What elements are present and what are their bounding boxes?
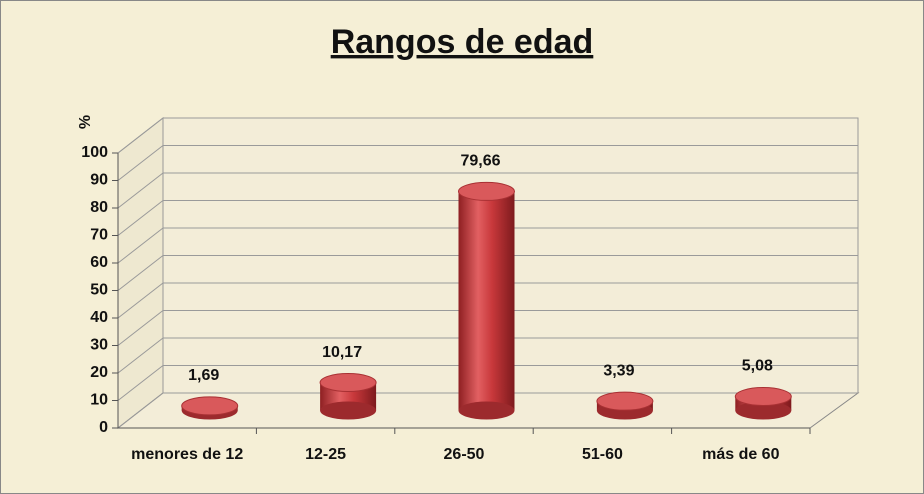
y-tick-label: 100 — [81, 144, 108, 161]
y-tick-label: 70 — [90, 227, 108, 244]
bar-bottom — [735, 401, 792, 420]
grid-line — [117, 310, 858, 346]
bar-top — [458, 181, 515, 201]
grid-line — [117, 145, 858, 181]
grid-line — [117, 172, 858, 209]
y-tick-label: 80 — [90, 199, 108, 216]
x-tick-label: 26-50 — [444, 446, 485, 463]
bar-top — [734, 387, 792, 407]
grid-line — [117, 282, 858, 319]
y-tick-label: 0 — [99, 419, 108, 436]
x-tick-label: 51-60 — [582, 446, 623, 463]
chart-title: Rangos de edad — [331, 23, 594, 61]
bar-top — [596, 391, 654, 411]
bar-top — [319, 373, 377, 393]
grid-line — [117, 227, 858, 264]
y-axis-label: % — [77, 115, 94, 129]
x-tick-label: menores de 12 — [131, 446, 243, 463]
y-tick-label: 90 — [90, 172, 108, 189]
bar — [458, 181, 515, 420]
x-tick-label: 12-25 — [305, 446, 346, 463]
y-tick-label: 30 — [90, 337, 108, 354]
bar — [596, 391, 654, 420]
grid-line — [117, 200, 858, 236]
value-label: 10,17 — [322, 344, 362, 361]
bar — [319, 373, 377, 420]
y-tick-label: 60 — [90, 254, 108, 271]
bar — [181, 396, 239, 420]
value-label: 79,66 — [460, 153, 500, 170]
bar-body — [458, 191, 515, 411]
grid-line — [117, 365, 858, 401]
bar-bottom — [458, 401, 515, 420]
grid-line — [117, 337, 858, 374]
bar — [734, 387, 792, 420]
grid-line — [117, 255, 858, 291]
value-label: 1,69 — [188, 367, 219, 384]
y-tick-label: 10 — [90, 392, 108, 409]
grid-line — [117, 117, 858, 154]
value-label: 3,39 — [603, 362, 634, 379]
y-tick-label: 20 — [90, 364, 108, 381]
bar-top — [181, 396, 239, 416]
x-tick-label: más de 60 — [702, 446, 779, 463]
value-label: 5,08 — [742, 358, 773, 375]
y-tick-label: 50 — [90, 282, 108, 299]
bar-bottom — [320, 401, 377, 420]
y-tick-label: 40 — [90, 309, 108, 326]
